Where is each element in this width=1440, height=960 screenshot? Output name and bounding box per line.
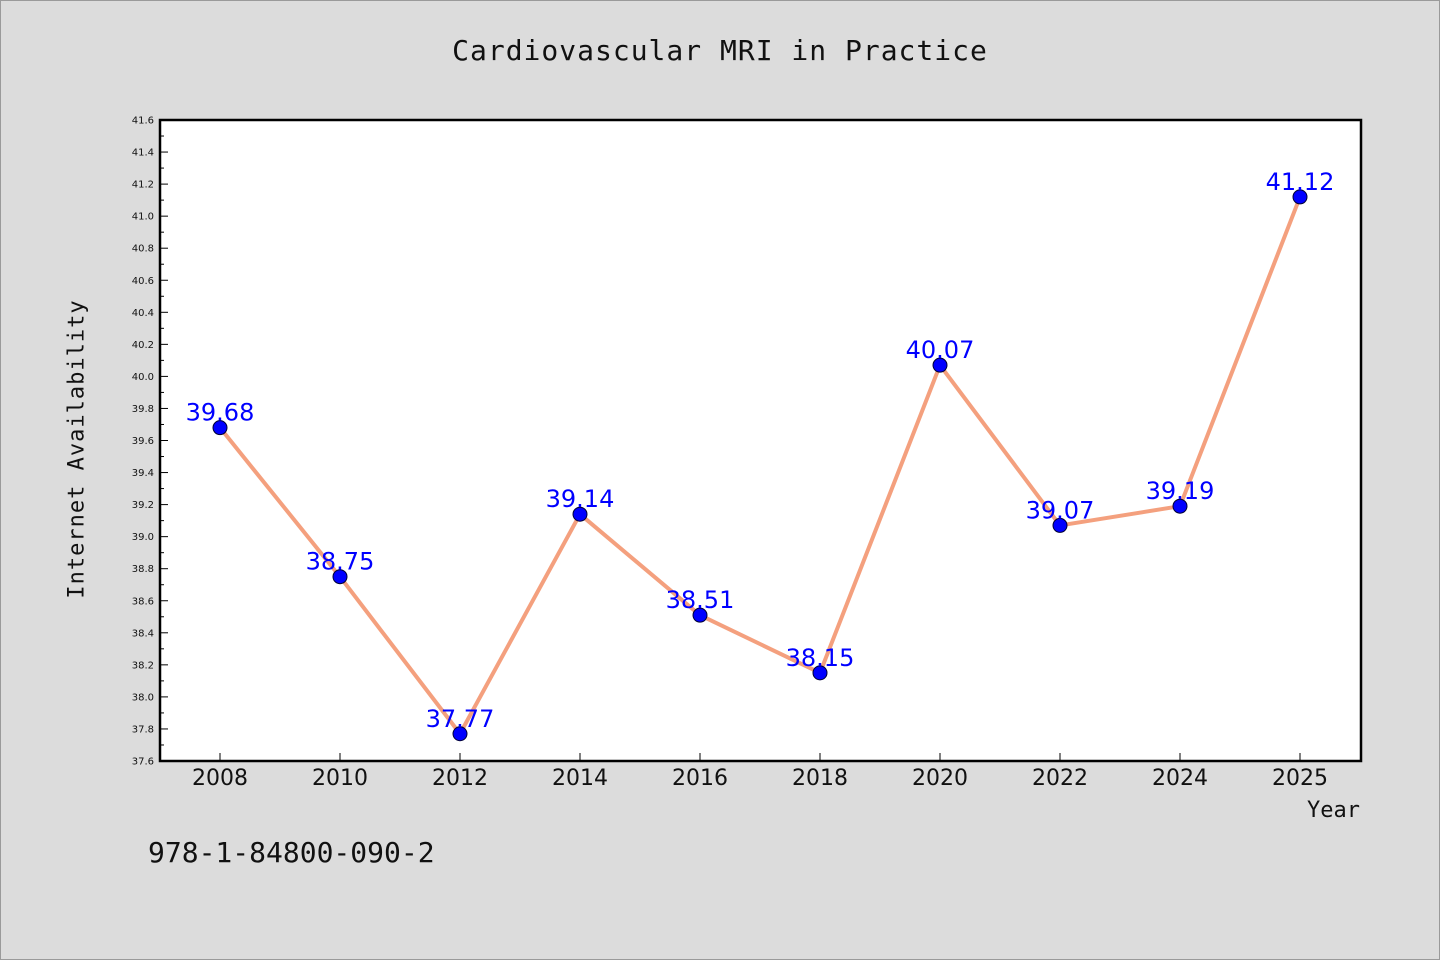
chart-title: Cardiovascular MRI in Practice: [452, 34, 988, 67]
x-tick-label: 2024: [1152, 766, 1208, 791]
y-tick-label: 38.2: [132, 660, 154, 671]
data-point: [572, 506, 588, 522]
y-tick-label: 38.0: [132, 692, 154, 703]
y-tick-label: 39.6: [132, 436, 154, 447]
data-label: 39.07: [1026, 496, 1095, 524]
x-tick-label: 2020: [912, 766, 968, 791]
y-tick-label: 41.4: [132, 148, 154, 159]
x-tick-label: 2022: [1032, 766, 1088, 791]
x-tick-label: 2016: [672, 766, 728, 791]
y-tick-label: 40.0: [132, 372, 154, 383]
data-label: 40.07: [906, 336, 975, 364]
y-tick-label: 40.4: [132, 308, 154, 319]
y-tick-label: 40.8: [132, 244, 154, 255]
series-line: [218, 194, 1302, 736]
plot-area: [158, 118, 1363, 763]
data-points: [212, 189, 1308, 742]
x-tick-label: 2014: [552, 766, 608, 791]
y-tick-label: 41.6: [132, 116, 154, 127]
data-label: 39.14: [546, 485, 615, 513]
y-tick-label: 38.6: [132, 596, 154, 607]
data-label: 37.77: [426, 705, 495, 733]
data-point: [332, 569, 348, 585]
data-point: [692, 607, 708, 623]
y-tick-label: 39.0: [132, 532, 154, 543]
y-tick-label: 39.2: [132, 500, 154, 511]
data-point: [1172, 498, 1188, 514]
y-tick-label: 37.6: [132, 757, 154, 768]
data-labels: 39.68 38.75 37.77 39.14 38.51 38.15 40.07 39.07…: [186, 168, 1335, 733]
data-label: 38.15: [786, 644, 855, 672]
y-tick-label: 40.6: [132, 276, 154, 287]
data-point: [452, 726, 468, 742]
y-tick-label: 39.8: [132, 404, 154, 415]
y-tick-label: 37.8: [132, 724, 154, 735]
x-tick-label: 2010: [312, 766, 368, 791]
y-tick-label: 40.2: [132, 340, 154, 351]
data-label: 39.19: [1146, 477, 1215, 505]
y-tick-label: 41.0: [132, 212, 154, 223]
data-label: 38.51: [666, 586, 735, 614]
isbn-text: 978-1-84800-090-2: [148, 836, 435, 869]
y-tick-label: 41.2: [132, 180, 154, 191]
data-label: 38.75: [306, 548, 375, 576]
x-axis: 2008 2010 2012 2014 2016 2018 2020 2022 2024 2025: [192, 753, 1328, 791]
x-tick-label: 2018: [792, 766, 848, 791]
x-axis-title: Year: [1307, 798, 1360, 823]
y-tick-label: 38.8: [132, 564, 154, 575]
x-tick-label: 2012: [432, 766, 488, 791]
data-point: [212, 420, 228, 436]
series-line-group: [218, 194, 1302, 736]
data-point: [1292, 189, 1308, 205]
data-label: 39.68: [186, 399, 255, 427]
data-point: [812, 665, 828, 681]
data-point: [1052, 517, 1068, 533]
x-tick-label: 2025: [1272, 766, 1328, 791]
y-axis: 37.6 37.8 38.0 38.2 38.4 38.6 38.8 39.0 39.2 39.4…: [132, 116, 168, 768]
y-tick-label: 38.4: [132, 628, 154, 639]
data-label: 41.12: [1266, 168, 1335, 196]
x-tick-label: 2008: [192, 766, 248, 791]
data-point: [932, 357, 948, 373]
y-tick-label: 39.4: [132, 468, 154, 479]
